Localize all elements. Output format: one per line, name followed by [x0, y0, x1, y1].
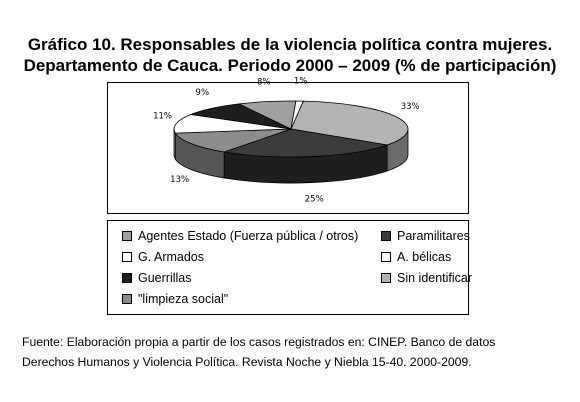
- pie-label-6: 1%: [294, 77, 308, 87]
- legend-label-3: A. bélicas: [397, 250, 452, 264]
- pie-label-1: 25%: [305, 195, 324, 205]
- legend-swatch-2: [122, 252, 132, 262]
- source-note: Fuente: Elaboración propia a partir de l…: [22, 332, 495, 372]
- pie-label-5: 8%: [257, 78, 271, 88]
- pie-label-2: 13%: [170, 175, 189, 185]
- pie-slice-6: [290, 100, 304, 130]
- pie-label-3: 11%: [153, 111, 172, 121]
- legend-item-4: Guerrillas: [122, 271, 192, 285]
- chart-title: Gráfico 10. Responsables de la violencia…: [0, 34, 580, 76]
- legend-label-0: Agentes Estado (Fuerza pública / otros): [138, 229, 359, 243]
- legend-label-1: Paramilitares: [397, 229, 470, 243]
- legend-item-3: A. bélicas: [381, 250, 451, 264]
- legend-swatch-4: [122, 273, 132, 283]
- pie-slice-0: [290, 100, 409, 146]
- pie-slice-3: [173, 114, 292, 134]
- legend-label-6: "limpieza social": [138, 292, 229, 306]
- legend-swatch-1: [381, 231, 391, 241]
- legend-label-4: Guerrillas: [138, 271, 192, 285]
- legend-item-1: Paramilitares: [381, 229, 470, 243]
- legend-label-2: G. Armados: [138, 250, 204, 264]
- legend-item-2: G. Armados: [122, 250, 204, 264]
- source-line-2: Derechos Humanos y Violencia Política. R…: [22, 355, 472, 369]
- legend-swatch-6: [122, 294, 132, 304]
- legend-item-0: Agentes Estado (Fuerza pública / otros): [122, 229, 358, 243]
- pie-label-4: 9%: [196, 88, 210, 98]
- pie-slice-2: [174, 128, 292, 153]
- pie-slice-1: [224, 128, 388, 158]
- legend-swatch-5: [381, 273, 391, 283]
- chart-title-line-1: Gráfico 10. Responsables de la violencia…: [27, 35, 553, 54]
- legend-item-5: Sin identificar: [381, 271, 472, 285]
- pie-label-0: 33%: [401, 102, 420, 112]
- legend-label-5: Sin identificar: [397, 271, 473, 285]
- legend-swatch-0: [122, 231, 132, 241]
- legend: Agentes Estado (Fuerza pública / otros) P…: [107, 220, 472, 315]
- legend-item-6: "limpieza social": [122, 292, 228, 306]
- source-line-1: Fuente: Elaboración propia a partir de l…: [22, 335, 496, 349]
- chart-title-line-2: Departamento de Cauca. Periodo 2000 – 20…: [23, 56, 557, 75]
- legend-swatch-3: [381, 252, 391, 262]
